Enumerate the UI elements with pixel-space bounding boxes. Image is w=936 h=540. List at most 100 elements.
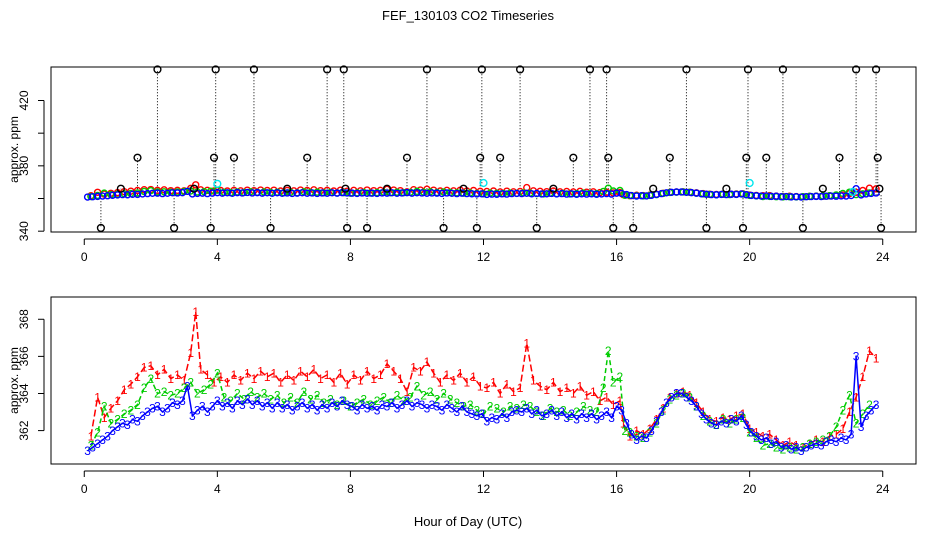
series-1-point-label: 1 xyxy=(134,370,141,384)
series-3-point-label: 3 xyxy=(788,442,795,456)
series-3-marker xyxy=(123,191,132,199)
series-1-point-label: 1 xyxy=(161,363,168,377)
series-2-point-label: 2 xyxy=(793,442,800,456)
series-1-marker xyxy=(872,185,880,193)
series-3-marker xyxy=(562,190,571,198)
series-2-point-label: 2 xyxy=(622,424,629,438)
series-2-point-label: 2 xyxy=(839,403,846,417)
series-3-marker xyxy=(423,189,431,197)
series-3-marker xyxy=(388,189,396,197)
series-3-marker xyxy=(98,192,107,200)
series-2-point-label: 2 xyxy=(673,389,680,403)
series-3-marker xyxy=(343,189,351,197)
series-1-point-label: 1 xyxy=(364,364,371,378)
series-3-point-label: 3 xyxy=(588,407,595,421)
series-3-point-label: 3 xyxy=(778,441,785,455)
series-2-point-label: 2 xyxy=(301,385,308,399)
top-y-axis-label: approx. ppm xyxy=(7,116,21,183)
series-3-marker xyxy=(528,190,536,198)
series-3-point-label: 3 xyxy=(179,394,186,408)
series-3-marker xyxy=(602,189,611,198)
top-x-tick-label: 12 xyxy=(477,250,491,264)
series-2-point-label: 2 xyxy=(141,381,148,395)
series-3-marker xyxy=(88,193,97,201)
series-1-marker xyxy=(133,186,142,195)
outlier-point xyxy=(629,223,638,233)
series-3-point-label: 3 xyxy=(678,387,685,401)
series-2-point-label: 2 xyxy=(474,403,481,417)
series-3-point-label: 3 xyxy=(533,403,540,417)
series-1-point-label: 1 xyxy=(720,411,727,425)
series-3-point-label: 3 xyxy=(429,398,436,412)
series-3-point-label: 3 xyxy=(618,403,625,417)
series-1-marker xyxy=(192,181,200,189)
series-3-marker xyxy=(822,192,830,200)
series-2-point-label: 2 xyxy=(360,392,367,406)
series-2-point-label: 2 xyxy=(859,407,866,421)
series-3-marker xyxy=(702,190,711,198)
series-3-marker xyxy=(383,189,391,197)
series-1-point-label: 1 xyxy=(390,364,397,378)
series-3-marker xyxy=(428,189,436,197)
series-3-marker xyxy=(468,190,476,198)
series-3-marker xyxy=(607,190,616,198)
series-2-point-label: 2 xyxy=(733,413,740,427)
series-2-point-label: 2 xyxy=(773,441,780,455)
series-3-point-label: 3 xyxy=(748,426,755,440)
series-3-marker xyxy=(817,192,825,201)
series-2-point-label: 2 xyxy=(420,389,427,403)
top-x-tick-label: 0 xyxy=(81,250,88,264)
series-2-point-label: 2 xyxy=(201,383,208,397)
series-1-point-label: 1 xyxy=(563,381,570,395)
series-3-point-label: 3 xyxy=(638,429,645,443)
series-1-point-label: 1 xyxy=(297,364,304,378)
outlier-point xyxy=(742,153,751,162)
series-3-point-label: 3 xyxy=(768,437,775,451)
series-1-point-label: 1 xyxy=(833,428,840,442)
series-1-point-label: 1 xyxy=(773,433,780,447)
series-2-point-label: 2 xyxy=(434,392,441,406)
series-3-point-label: 3 xyxy=(823,435,830,449)
series-3-marker xyxy=(812,192,820,201)
series-2-point-label: 2 xyxy=(480,407,487,421)
series-2-point-label: 2 xyxy=(553,405,560,419)
series-2-point-label: 2 xyxy=(720,413,727,427)
series-3-point-label: 3 xyxy=(194,403,201,417)
series-3-point-label: 3 xyxy=(683,390,690,404)
series-3-marker xyxy=(293,189,301,197)
outlier-point xyxy=(206,223,215,233)
series-3-marker xyxy=(857,191,865,199)
series-1-point-label: 1 xyxy=(251,372,258,386)
series-3-point-label: 3 xyxy=(384,400,391,414)
outlier-point xyxy=(362,223,372,233)
series-3-point-label: 3 xyxy=(139,409,146,423)
series-3-point-label: 3 xyxy=(753,429,760,443)
series-1-point-label: 1 xyxy=(780,439,787,453)
series-1-point-label: 1 xyxy=(537,379,544,393)
series-3-marker xyxy=(842,192,850,200)
series-3-marker xyxy=(198,189,207,197)
series-3-point-label: 3 xyxy=(164,402,171,416)
series-3-point-label: 3 xyxy=(693,400,700,414)
outlier-point xyxy=(283,184,292,193)
series-3-point-label: 3 xyxy=(324,402,331,416)
series-1-point-label: 1 xyxy=(620,416,627,430)
series-1-point-label: 1 xyxy=(337,366,344,380)
series-2-point-label: 2 xyxy=(780,442,787,456)
series-1-point-label: 1 xyxy=(464,376,471,390)
series-3-point-label: 3 xyxy=(149,402,156,416)
outlier-point xyxy=(604,153,613,162)
series-1-point-label: 1 xyxy=(417,364,424,378)
series-1-point-label: 1 xyxy=(610,398,617,412)
series-3-marker xyxy=(867,189,875,198)
series-3-point-label: 3 xyxy=(364,402,371,416)
series-3-marker xyxy=(453,189,461,198)
outlier-point xyxy=(439,223,448,233)
series-2-point-label: 2 xyxy=(367,398,374,412)
top-y-tick-label: 340 xyxy=(17,221,31,241)
outlier-point xyxy=(873,153,882,162)
series-2-point-label: 2 xyxy=(680,387,687,401)
series-3-marker xyxy=(627,191,636,200)
series-3-point-label: 3 xyxy=(349,400,356,414)
series-1-point-label: 1 xyxy=(497,387,504,401)
